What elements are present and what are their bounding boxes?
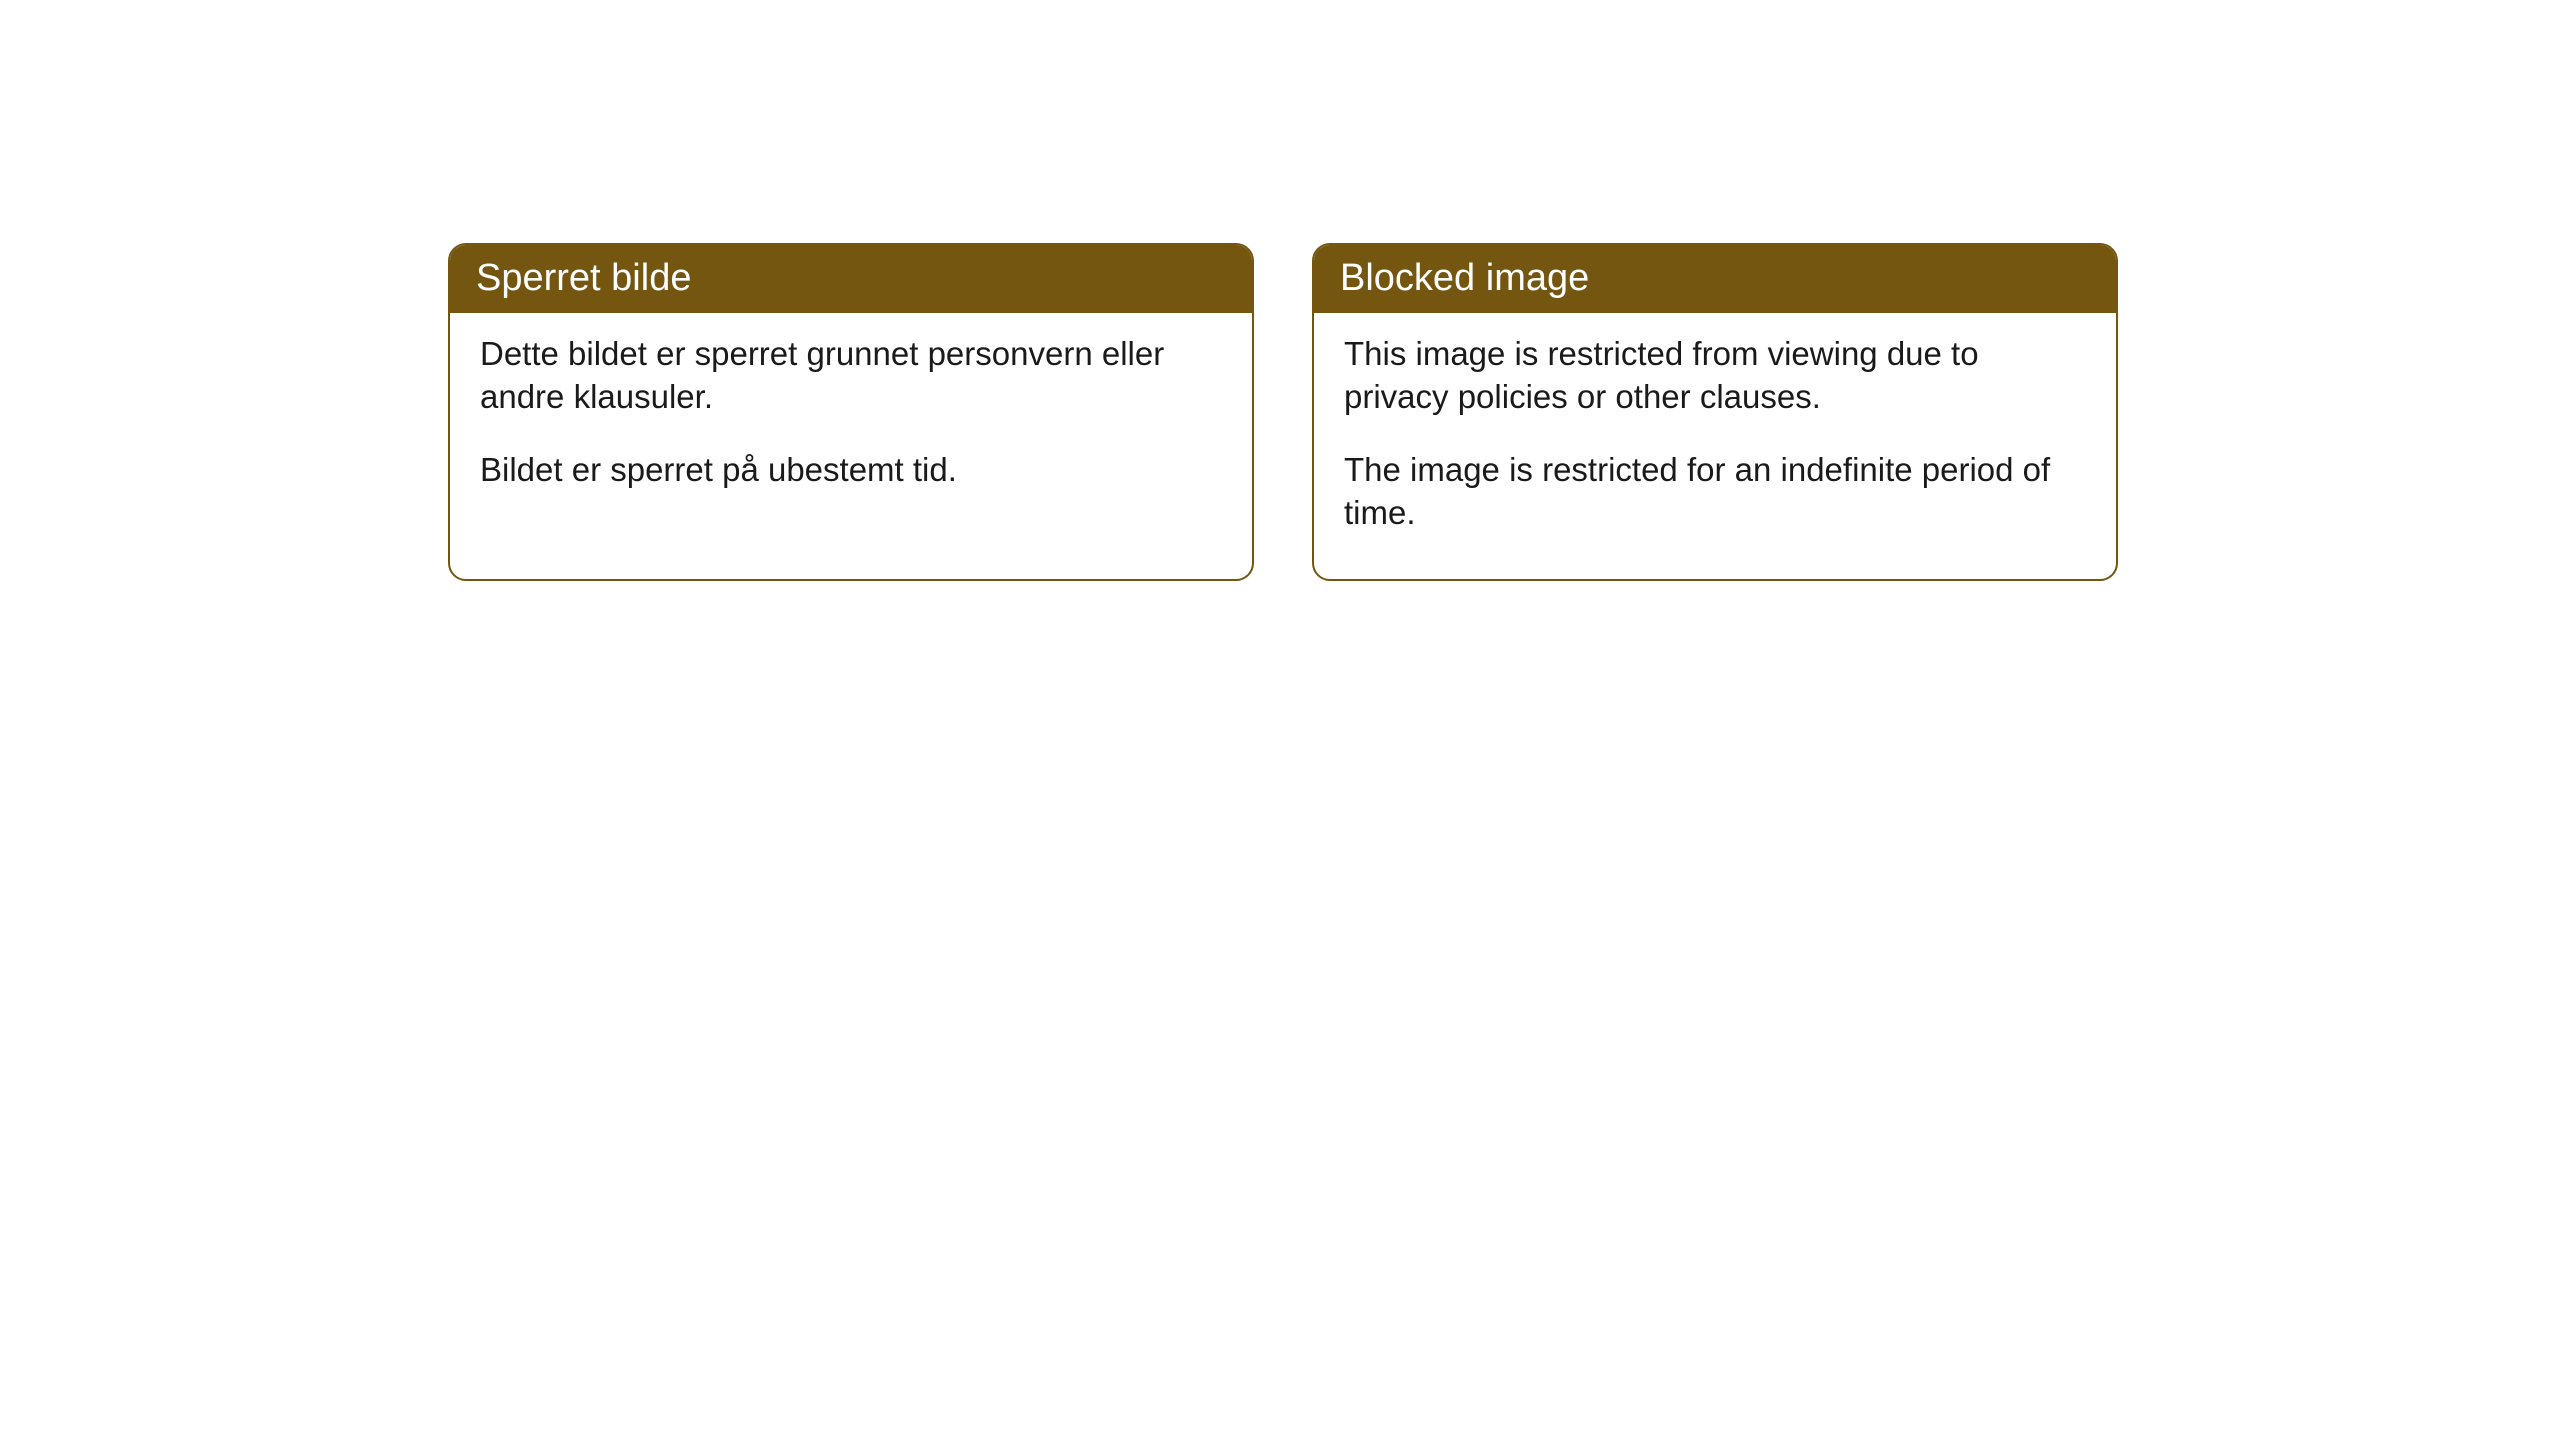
card-paragraph: This image is restricted from viewing du… — [1344, 333, 2086, 419]
notice-card-norwegian: Sperret bilde Dette bildet er sperret gr… — [448, 243, 1254, 581]
card-paragraph: Bildet er sperret på ubestemt tid. — [480, 449, 1222, 492]
card-paragraph: The image is restricted for an indefinit… — [1344, 449, 2086, 535]
card-body: Dette bildet er sperret grunnet personve… — [450, 313, 1252, 536]
card-title: Sperret bilde — [476, 257, 691, 299]
notice-container: Sperret bilde Dette bildet er sperret gr… — [0, 0, 2560, 581]
card-title: Blocked image — [1340, 257, 1589, 299]
card-header: Blocked image — [1314, 245, 2116, 313]
card-paragraph: Dette bildet er sperret grunnet personve… — [480, 333, 1222, 419]
notice-card-english: Blocked image This image is restricted f… — [1312, 243, 2118, 581]
card-header: Sperret bilde — [450, 245, 1252, 313]
card-body: This image is restricted from viewing du… — [1314, 313, 2116, 579]
